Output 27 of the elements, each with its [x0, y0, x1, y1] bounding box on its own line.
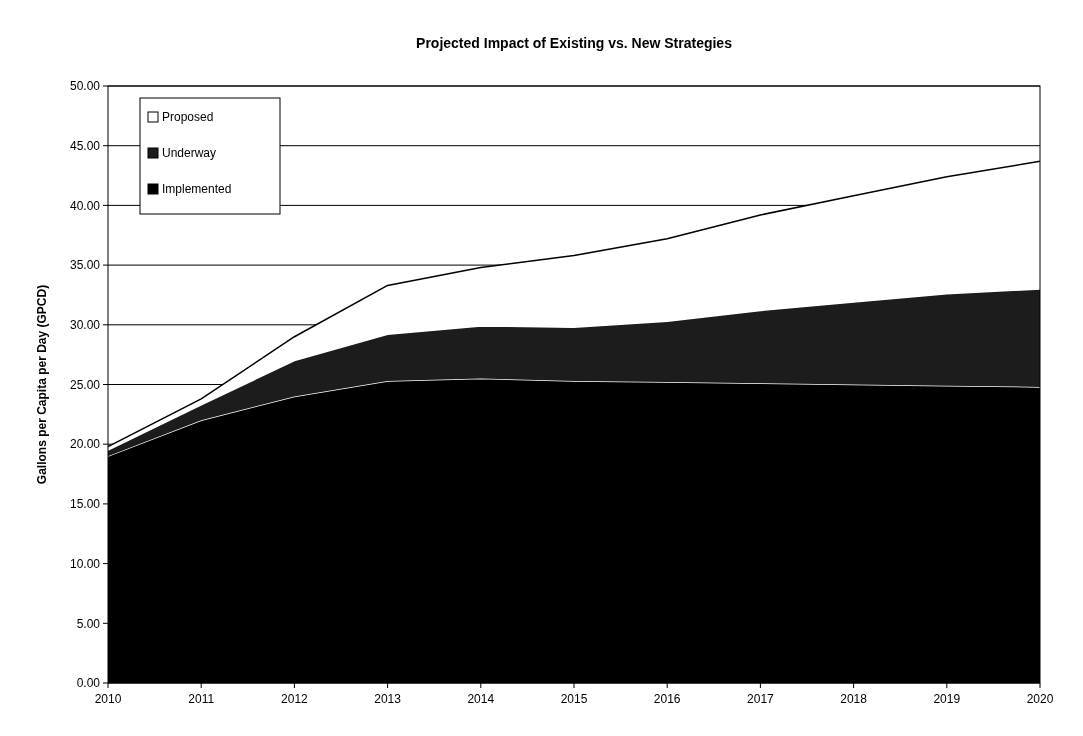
- x-tick-label: 2013: [374, 692, 402, 706]
- y-tick-label: 25.00: [69, 377, 101, 392]
- y-tick-label: 45.00: [69, 138, 101, 153]
- x-tick-label: 2017: [747, 692, 775, 706]
- x-tick-label: 2012: [281, 692, 309, 706]
- x-tick-label: 2018: [840, 692, 868, 706]
- x-tick-label: 2015: [560, 692, 588, 706]
- x-tick-label: 2010: [94, 692, 122, 706]
- x-tick-label: 2020: [1026, 692, 1054, 706]
- x-tick-label: 2016: [653, 692, 681, 706]
- x-tick-label: 2014: [467, 692, 495, 706]
- legend-label: Implemented: [162, 182, 232, 197]
- legend-label: Underway: [162, 146, 217, 161]
- y-axis-title: Gallons per Capita per Day (GPCD): [35, 284, 49, 485]
- x-tick-label: 2019: [933, 692, 961, 706]
- y-tick-label: 10.00: [69, 556, 101, 571]
- y-tick-label: 50.00: [69, 79, 101, 94]
- y-tick-label: 0.00: [76, 676, 101, 691]
- y-tick-label: 15.00: [69, 497, 101, 512]
- y-tick-label: 5.00: [76, 616, 101, 631]
- legend-label: Proposed: [162, 110, 214, 125]
- y-tick-label: 20.00: [69, 437, 101, 452]
- x-tick-label: 2011: [188, 692, 215, 706]
- chart-title: Projected Impact of Existing vs. New Strategies: [416, 35, 733, 51]
- y-tick-label: 30.00: [69, 318, 101, 332]
- y-tick-label: 40.00: [69, 198, 101, 213]
- y-tick-label: 35.00: [69, 258, 101, 273]
